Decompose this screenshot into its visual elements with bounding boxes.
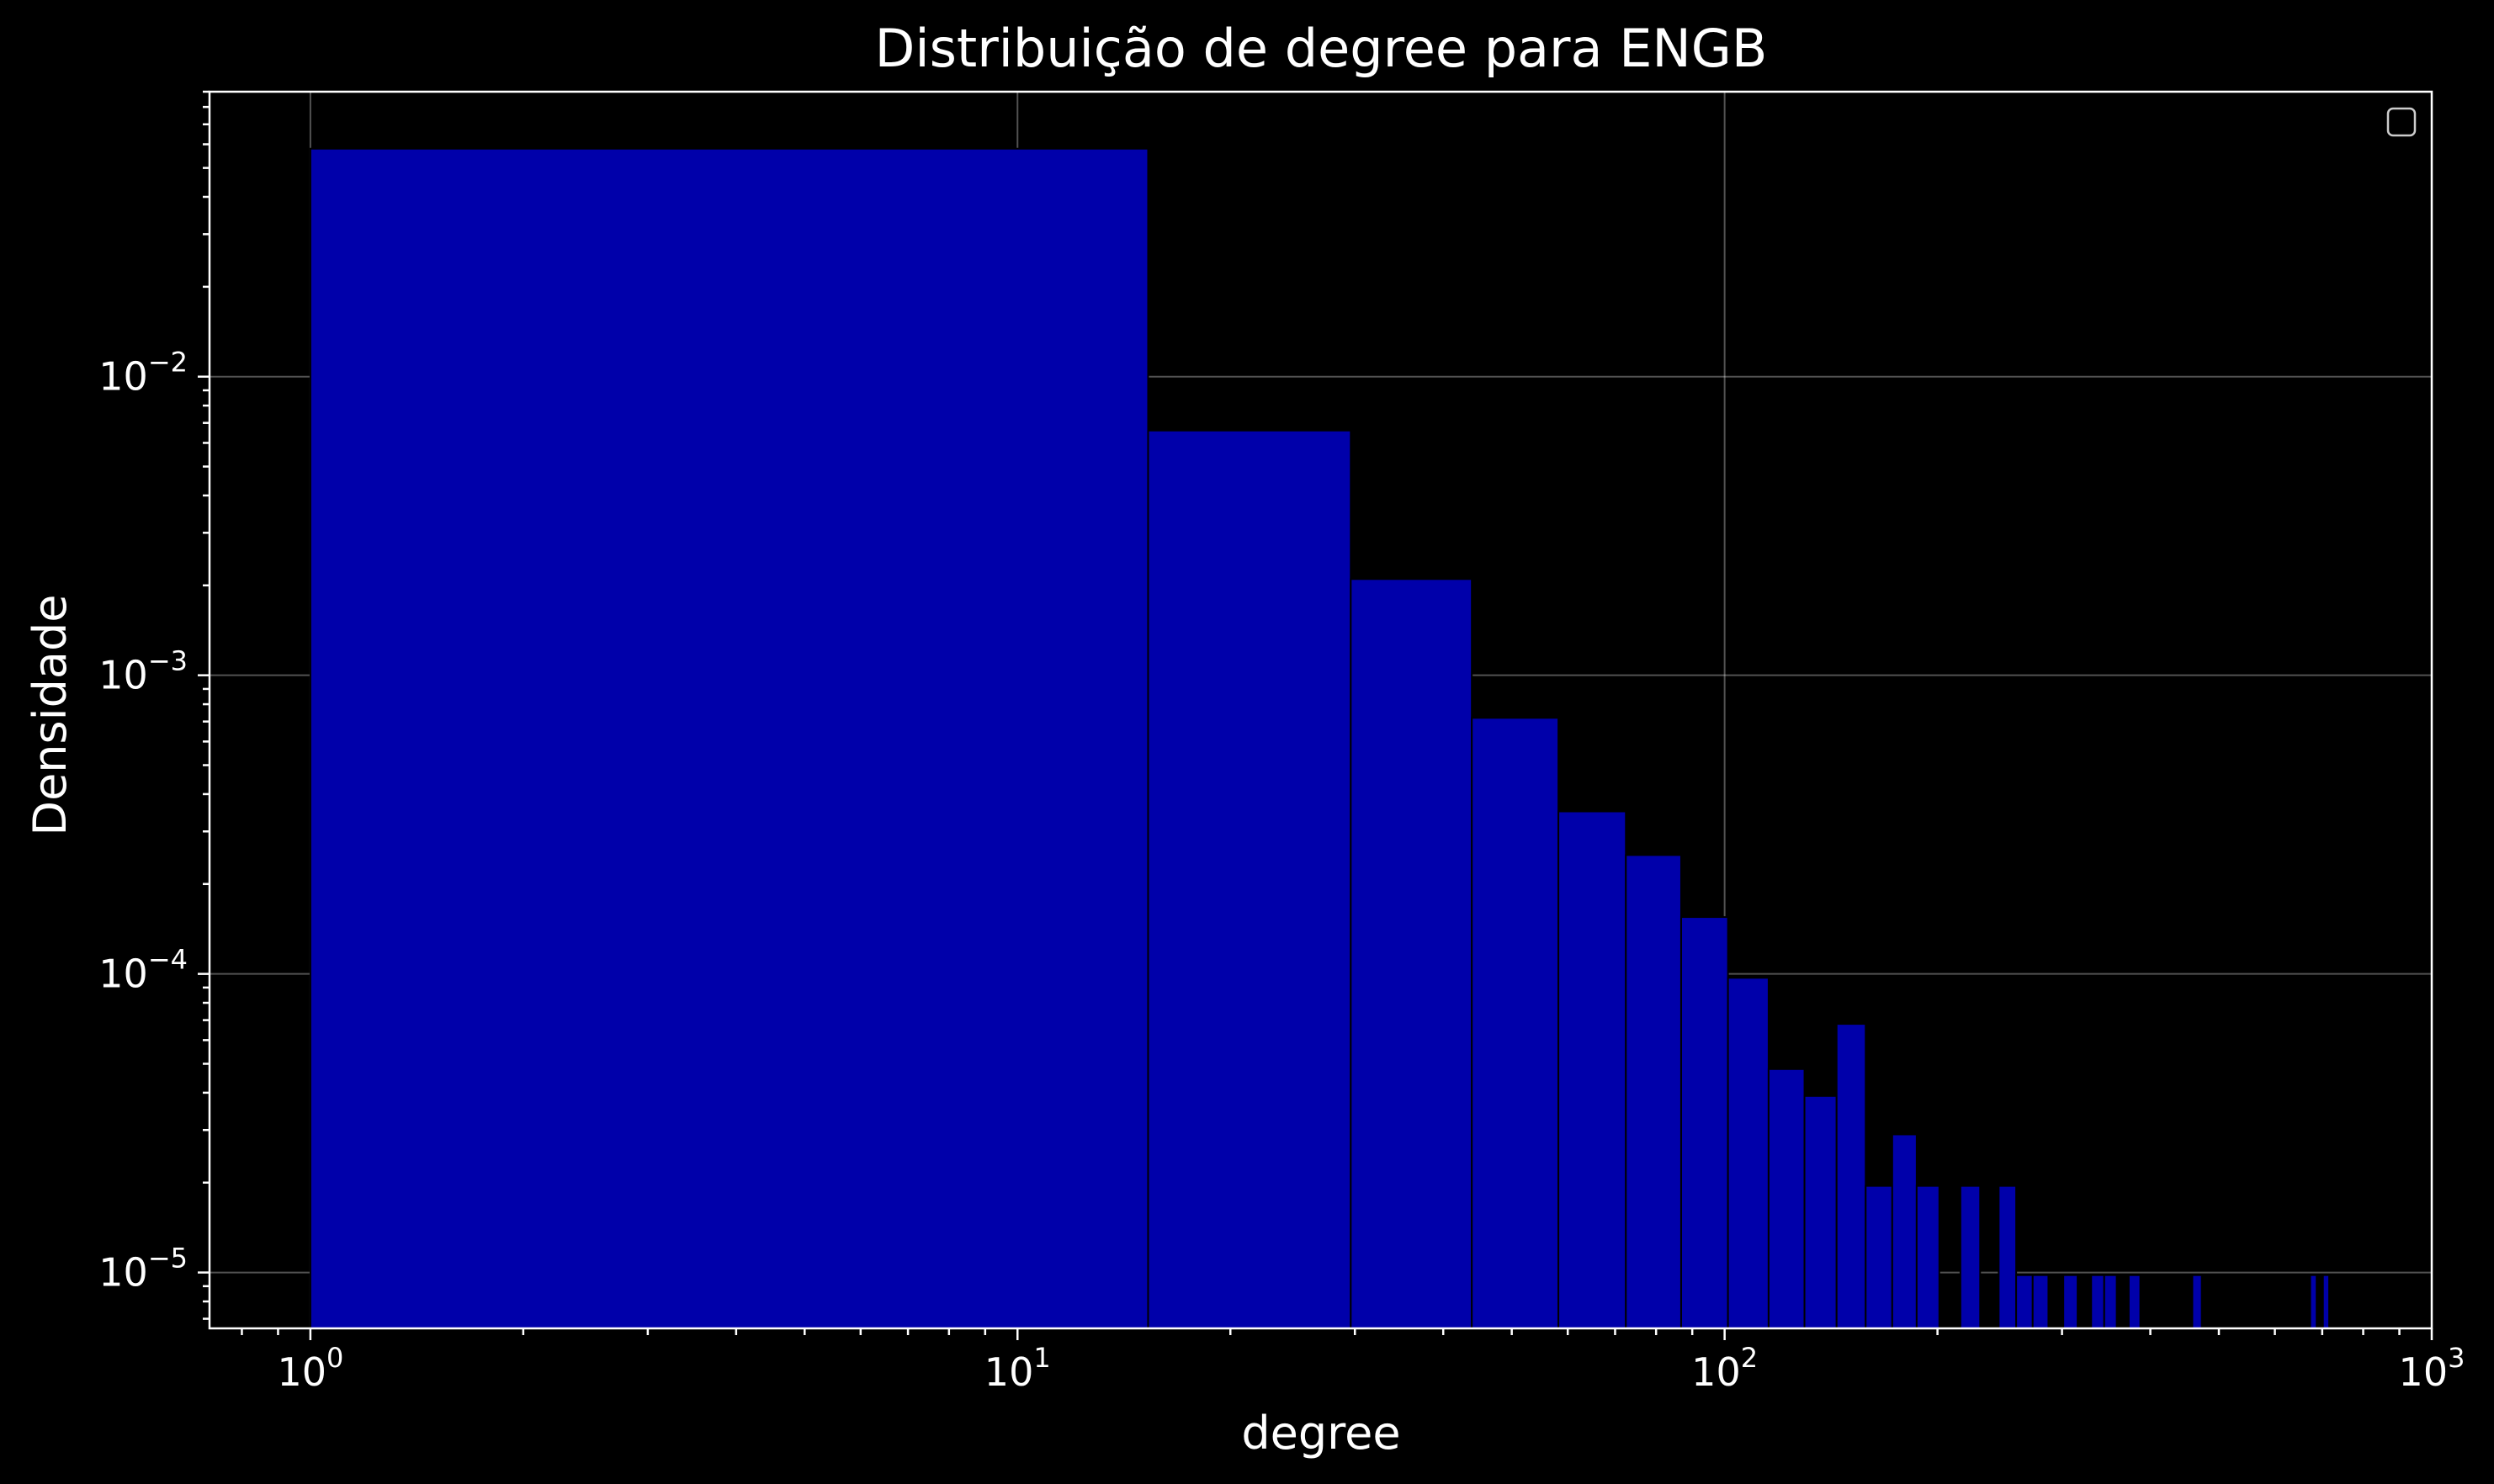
y-tick-label-0: 10−2 [98,347,188,400]
histogram-bar-3 [1471,717,1560,1329]
histogram-bar-17 [2031,1274,2050,1330]
histogram-bar-12 [1891,1133,1918,1330]
histogram-bars [309,147,2331,1330]
histogram-bar-14 [1959,1185,1982,1329]
histogram-bar-5 [1625,854,1682,1329]
histogram-bar-22 [2191,1274,2203,1330]
histogram-bar-4 [1557,810,1627,1329]
histogram-bar-23 [2309,1274,2318,1330]
x-tick-label-1: 101 [984,1342,1051,1395]
x-tick-label-2: 102 [1691,1342,1758,1395]
histogram-bar-10 [1835,1023,1867,1330]
histogram-bar-18 [2062,1274,2079,1330]
histogram-bar-15 [1998,1185,2018,1329]
histogram-bar-0 [309,147,1149,1330]
histogram-bar-16 [2015,1274,2034,1330]
y-axis-label: Densidade [24,594,77,835]
histogram-bar-19 [2090,1274,2105,1330]
x-tick-label-3: 103 [2399,1342,2465,1395]
histogram-bar-11 [1865,1185,1893,1329]
y-tick-label-1: 10−3 [98,645,188,698]
histogram-bar-2 [1350,578,1473,1329]
x-axis-label: degree [1241,1407,1400,1460]
y-tick-label-2: 10−4 [98,944,188,997]
x-tick-label-0: 100 [277,1342,343,1395]
y-axis-ticks: 10−2 10−3 10−4 10−5 [98,90,210,1320]
chart-title: Distribuição de degree para ENGB [875,18,1768,79]
histogram-bar-8 [1767,1068,1806,1330]
histogram-bar-20 [2103,1274,2118,1330]
legend-box [2386,107,2417,137]
histogram-bar-7 [1727,977,1770,1329]
histogram-bar-9 [1803,1094,1838,1329]
histogram-bar-6 [1679,916,1729,1329]
histogram-bar-21 [2127,1274,2141,1330]
histogram-bar-13 [1915,1185,1940,1329]
plot-frame [208,90,2433,1330]
histogram-bar-1 [1147,429,1352,1330]
x-axis-ticks: 100 101 102 103 [241,1328,2465,1395]
y-tick-label-3: 10−5 [98,1243,188,1296]
histogram-bar-24 [2322,1274,2331,1330]
